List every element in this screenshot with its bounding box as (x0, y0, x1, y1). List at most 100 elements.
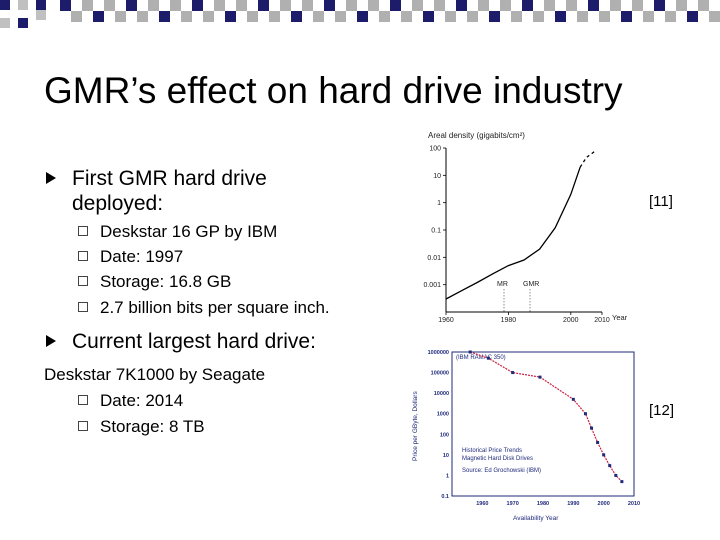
checker-cell (258, 0, 269, 11)
checker-cell (313, 11, 324, 22)
checker-cell (269, 11, 280, 22)
checker-cell (709, 11, 720, 22)
chart2-ytick-label: 1000000 (428, 350, 449, 356)
checker-cell (148, 0, 159, 11)
checker-cell (357, 11, 368, 22)
sub-bullet-model: Deskstar 16 GP by IBM (100, 222, 278, 241)
checker-cell (698, 0, 709, 11)
checker-cell (93, 11, 104, 22)
checker-cell (126, 0, 137, 11)
page-title: GMR’s effect on hard drive industry (44, 70, 623, 111)
checker-cell (478, 0, 489, 11)
chart2-ytick-label: 1000 (437, 412, 449, 418)
checker-cell (544, 0, 555, 11)
chart1-ytick-label: 0.1 (431, 228, 441, 235)
price-trend-chart: (IBM RAMAC 350) 0.1 1 10 100 1000 10000 100000… (412, 350, 640, 522)
checker-cell (192, 0, 203, 11)
chart2-xtick-label: 2010 (628, 501, 640, 507)
chart2-ytick-label: 100 (440, 432, 449, 438)
chart2-ytick-label: 1 (446, 473, 449, 479)
chart2-xtick-label: 1970 (507, 501, 519, 507)
checker-cell (335, 11, 346, 22)
checker-cell (665, 11, 676, 22)
checker-cell (401, 11, 412, 22)
checker-cell (434, 0, 445, 11)
chart2-xtick-label: 1960 (476, 501, 488, 507)
checker-cell (71, 11, 82, 22)
reference-top: [11] (649, 193, 673, 210)
checker-cell (467, 11, 478, 22)
price-data-point (614, 473, 618, 477)
chart1-xtick-label: 2010 (594, 317, 610, 324)
checker-cell (500, 0, 511, 11)
sub-bullet-date-current: Date: 2014 (100, 391, 184, 410)
sub-bullet-box-icon (78, 302, 88, 312)
chart2-xtick-label: 1990 (567, 501, 579, 507)
checker-cell (302, 0, 313, 11)
sub-bullet-box-icon (78, 226, 88, 236)
areal-density-chart: Areal density (gigabits/cm²) 0.001 0.01 0.… (423, 131, 628, 324)
chart2-ylabel: Price per GByte, Dollars (412, 391, 419, 461)
chart1-ytick-label: 0.001 (423, 282, 441, 289)
checker-cell (610, 0, 621, 11)
deco-square-navy-2 (36, 0, 46, 10)
sub-bullet-date: Date: 1997 (100, 247, 184, 266)
bullet-current-label: Current largest hard drive: (72, 330, 316, 353)
header-checkerboard (60, 0, 720, 22)
checker-cell (181, 11, 192, 22)
checker-cell (577, 11, 588, 22)
checker-cell (676, 0, 687, 11)
checker-cell (599, 11, 610, 22)
chart1-ytick-label: 10 (433, 173, 441, 180)
checker-cell (203, 11, 214, 22)
deco-square-gray-3 (36, 10, 46, 20)
projected-series-line (579, 150, 597, 168)
chart1-xtick-label: 1960 (438, 317, 454, 324)
price-data-point (468, 350, 472, 354)
price-data-point (538, 375, 542, 379)
checker-cell (654, 0, 665, 11)
price-data-point (602, 453, 606, 457)
price-data-point (608, 464, 612, 468)
gmr-annotation: GMR (523, 281, 539, 288)
sub-bullet-box-icon (78, 421, 88, 431)
checker-cell (225, 11, 236, 22)
chart2-xlabel: Availability Year (513, 515, 559, 522)
checker-cell (522, 0, 533, 11)
bullet-first-line2: deployed: (72, 192, 164, 215)
chart2-xtick-label: 1980 (537, 501, 549, 507)
chart1-title: Areal density (gigabits/cm²) (428, 131, 525, 140)
checker-cell (137, 11, 148, 22)
chart2-ytick-label: 10 (443, 453, 449, 459)
price-data-point (583, 412, 587, 416)
checker-cell (247, 11, 258, 22)
price-trend-line (470, 351, 623, 483)
sub-bullet-box-icon (78, 251, 88, 261)
checker-cell (379, 11, 390, 22)
checker-cell (412, 0, 423, 11)
chart1-xlabel: Year (612, 313, 628, 322)
sub-bullet-storage-current: Storage: 8 TB (100, 417, 205, 436)
checker-cell (555, 11, 566, 22)
checker-cell (621, 11, 632, 22)
checker-cell (511, 11, 522, 22)
checker-cell (390, 0, 401, 11)
legend-line-3: Source: Ed Grochowski (IBM) (462, 468, 541, 474)
legend-line-1: Historical Price Trends (462, 448, 522, 454)
checker-cell (687, 11, 698, 22)
checker-cell (324, 0, 335, 11)
price-data-point (590, 426, 594, 430)
checker-cell (423, 11, 434, 22)
checker-cell (445, 11, 456, 22)
sub-bullet-box-icon (78, 276, 88, 286)
current-model: Deskstar 7K1000 by Seagate (44, 365, 266, 384)
deco-square-gray-2 (0, 18, 10, 28)
chart2-ytick-label: 10000 (434, 391, 449, 397)
checker-cell (456, 0, 467, 11)
checker-cell (588, 0, 599, 11)
sub-bullet-box-icon (78, 395, 88, 405)
checker-cell (236, 0, 247, 11)
chart1-ytick-label: 1 (437, 200, 441, 207)
bullet-arrow-icon (46, 172, 56, 184)
price-data-point (511, 371, 515, 375)
